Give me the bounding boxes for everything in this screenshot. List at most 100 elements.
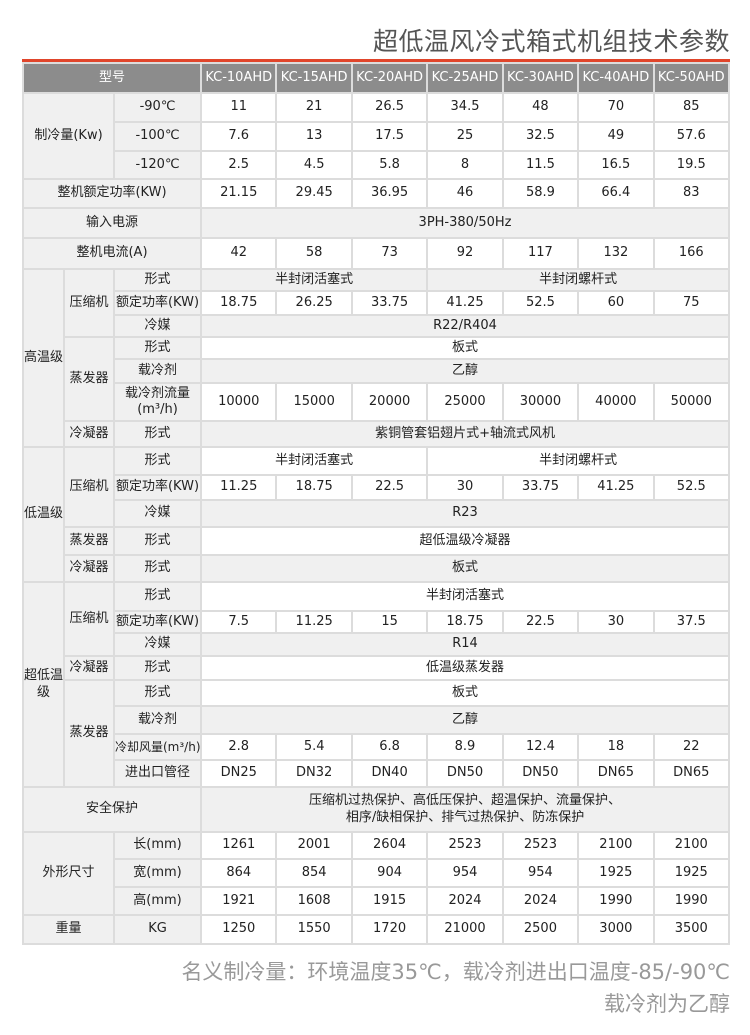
value-cell: 2001 [275,831,353,860]
table-row: 载冷剂流量(m³/h) 10000 15000 20000 25000 30000 4000… [23,382,731,422]
value-cell: 1915 [350,886,429,916]
value-cell: 25 [426,121,504,152]
value-cell: 1261 [200,831,278,860]
value-cell: 22.5 [350,474,429,501]
value-cell: 3000 [577,914,655,945]
value-cell: 864 [200,858,278,888]
row-label: 进出口管径 [112,759,203,788]
value-cell: 21000 [426,914,504,945]
value-cell: 11.25 [200,474,278,501]
row-label: 蒸发器 [63,679,115,788]
table-row: 超低温级 压缩机 形式 半封闭活塞式 [22,581,730,788]
value-cell: 41.25 [426,290,504,316]
row-label: 额定功率(KW) [112,610,203,634]
value-cell: 6.8 [350,733,429,761]
value-cell: 4.5 [275,150,353,180]
value-cell: 半封闭螺杆式 [426,446,730,476]
row-label: 输入电源 [21,207,203,239]
table-row: 外形尺寸 长(mm) 1261 2001 2604 2523 2523 2100 2100 [22,831,731,916]
value-cell: 超低温级冷凝器 [200,526,730,556]
value-cell: 904 [350,858,429,888]
value-cell: 46 [426,178,504,209]
value-cell: 半封闭活塞式 [200,581,730,612]
value-cell: DN65 [577,759,655,788]
table-row: -120℃ 2.5 4.5 5.8 8 11.5 16.5 19.5 [23,150,731,180]
row-label: 形式 [112,655,203,681]
section-label: 高温级 [22,268,65,448]
row-label: 宽(mm) [112,858,203,888]
table-row: 冷媒 R14 [23,632,730,657]
table-row: 宽(mm) 864 854 904 954 954 1925 1925 [23,858,731,888]
value-cell: 1250 [200,914,278,945]
row-label: 载冷剂 [112,358,203,384]
value-cell: 7.6 [200,121,278,152]
value-cell: 1990 [577,886,655,916]
value-cell: 37.5 [652,610,731,634]
value-cell: 乙醇 [200,705,730,735]
note-nominal-cooling: 名义制冷量：环境温度35℃，载冷剂进出口温度-85/-90℃ [181,960,730,984]
value-cell: 2523 [426,831,504,860]
value-cell: 3PH-380/50Hz [200,207,730,239]
value-cell: 36.95 [350,178,429,209]
value-cell: 11 [200,92,278,123]
row-label: -100℃ [112,121,203,152]
value-cell: 半封闭螺杆式 [426,268,730,292]
value-cell: 52.5 [501,290,580,316]
row-label: 载冷剂 [112,705,203,735]
value-cell: DN50 [426,759,504,788]
value-cell: 半封闭活塞式 [200,446,429,476]
value-cell: 2.8 [200,733,278,761]
value-cell: 26.25 [275,290,353,316]
value-cell: 18.75 [275,474,353,501]
table-row: 冷凝器 形式 板式 [23,554,730,583]
value-cell: 2100 [652,831,731,860]
value-cell: 83 [652,178,731,209]
row-label: KG [112,914,203,945]
row-label: 冷凝器 [63,554,115,583]
row-label: 形式 [112,581,203,612]
value-cell: 紫铜管套铝翅片式+轴流式风机 [200,420,730,448]
note-coolant: 载冷剂为乙醇 [604,992,730,1016]
table-row: 高(mm) 1921 1608 1915 2024 2024 1990 1990 [23,886,731,916]
value-cell: 5.4 [275,733,353,761]
model-header: KC-20AHD [350,62,429,94]
value-cell: 66.4 [577,178,655,209]
row-label: 冷凝器 [63,420,115,448]
value-cell: 1990 [652,886,731,916]
table-row: 冷媒 R22/R404 [23,314,730,338]
value-cell: 1921 [200,886,278,916]
value-cell: 58 [275,237,353,270]
value-cell: 乙醇 [200,358,730,384]
value-cell: DN65 [652,759,731,788]
value-cell: 11.5 [501,150,580,180]
value-cell: 92 [426,237,504,270]
table-row: 高温级 压缩机 形式 半封闭活塞式 半封闭螺杆式 [22,268,730,448]
value-cell: 1608 [275,886,353,916]
value-cell: 2100 [577,831,655,860]
spec-table: 型号 KC-10AHD KC-15AHD KC-20AHD KC-25AHD KC-30A… [21,62,731,945]
model-header: KC-15AHD [275,62,353,94]
value-cell: DN25 [200,759,278,788]
table-row: 额定功率(KW) 11.25 18.75 22.5 30 33.75 41.25 52.5 [23,474,731,501]
value-cell: 42 [200,237,278,270]
section-label: 超低温级 [22,581,65,788]
value-cell: 18.75 [200,290,278,316]
row-label: 形式 [112,554,203,583]
value-cell: 117 [501,237,580,270]
row-label: 压缩机 [63,446,115,528]
value-cell: 166 [652,237,731,270]
value-cell: 板式 [200,679,730,707]
value-cell: 21 [275,92,353,123]
value-cell: R22/R404 [200,314,730,338]
row-label: -120℃ [112,150,203,180]
value-cell: 10000 [200,382,278,422]
value-cell: 75 [652,290,731,316]
value-cell: 8 [426,150,504,180]
value-cell: 52.5 [652,474,731,501]
table-row: 输入电源 3PH-380/50Hz [21,207,730,239]
safety-line: 相序/缺相保护、排气过热保护、防冻保护 [345,809,585,825]
table-row: 整机额定功率(KW) 21.15 29.45 36.95 46 58.9 66.4 83 [21,178,731,209]
value-cell: 15000 [275,382,353,422]
value-cell: 2.5 [200,150,278,180]
row-label: -90℃ [112,92,203,123]
